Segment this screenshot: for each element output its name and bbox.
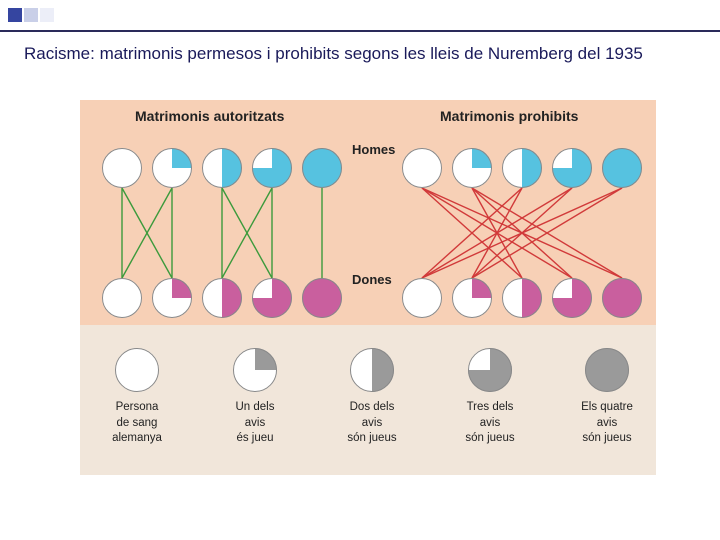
legend-label: Dos delsavissón jueus: [322, 400, 422, 447]
legend-label: Un delsavisés jueu: [205, 400, 305, 447]
ancestry-circle: [552, 148, 592, 188]
topbar: [0, 0, 720, 32]
col-header-forbidden: Matrimonis prohibits: [440, 108, 578, 124]
ancestry-circle: [502, 278, 542, 318]
ancestry-circle: [468, 348, 512, 392]
row-label-women: Dones: [352, 272, 392, 287]
ancestry-circle: [252, 148, 292, 188]
ancestry-circle: [152, 148, 192, 188]
decor-square: [8, 8, 22, 22]
ancestry-circle: [350, 348, 394, 392]
row-label-men: Homes: [352, 142, 395, 157]
ancestry-circle: [115, 348, 159, 392]
ancestry-circle: [102, 148, 142, 188]
diagram: Matrimonis autoritzats Matrimonis prohibi…: [80, 100, 656, 500]
page-title: Racisme: matrimonis permesos i prohibits…: [24, 44, 643, 64]
ancestry-circle: [233, 348, 277, 392]
ancestry-circle: [502, 148, 542, 188]
ancestry-circle: [302, 278, 342, 318]
decor-square: [40, 8, 54, 22]
ancestry-circle: [402, 278, 442, 318]
ancestry-circle: [552, 278, 592, 318]
legend-label: Tres delsavissón jueus: [440, 400, 540, 447]
ancestry-circle: [102, 278, 142, 318]
ancestry-circle: [202, 148, 242, 188]
ancestry-circle: [602, 278, 642, 318]
decor-square: [24, 8, 38, 22]
col-header-allowed: Matrimonis autoritzats: [135, 108, 284, 124]
ancestry-circle: [452, 148, 492, 188]
ancestry-circle: [585, 348, 629, 392]
ancestry-circle: [302, 148, 342, 188]
ancestry-circle: [402, 148, 442, 188]
legend-label: Personade sangalemanya: [87, 400, 187, 447]
ancestry-circle: [202, 278, 242, 318]
ancestry-circle: [602, 148, 642, 188]
ancestry-circle: [452, 278, 492, 318]
ancestry-circle: [152, 278, 192, 318]
ancestry-circle: [252, 278, 292, 318]
legend-label: Els quatreavissón jueus: [557, 400, 657, 447]
